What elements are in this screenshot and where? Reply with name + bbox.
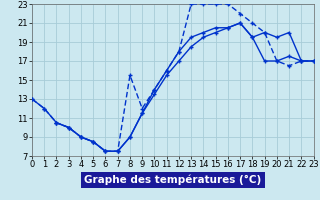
X-axis label: Graphe des températures (°C): Graphe des températures (°C) [84,175,261,185]
